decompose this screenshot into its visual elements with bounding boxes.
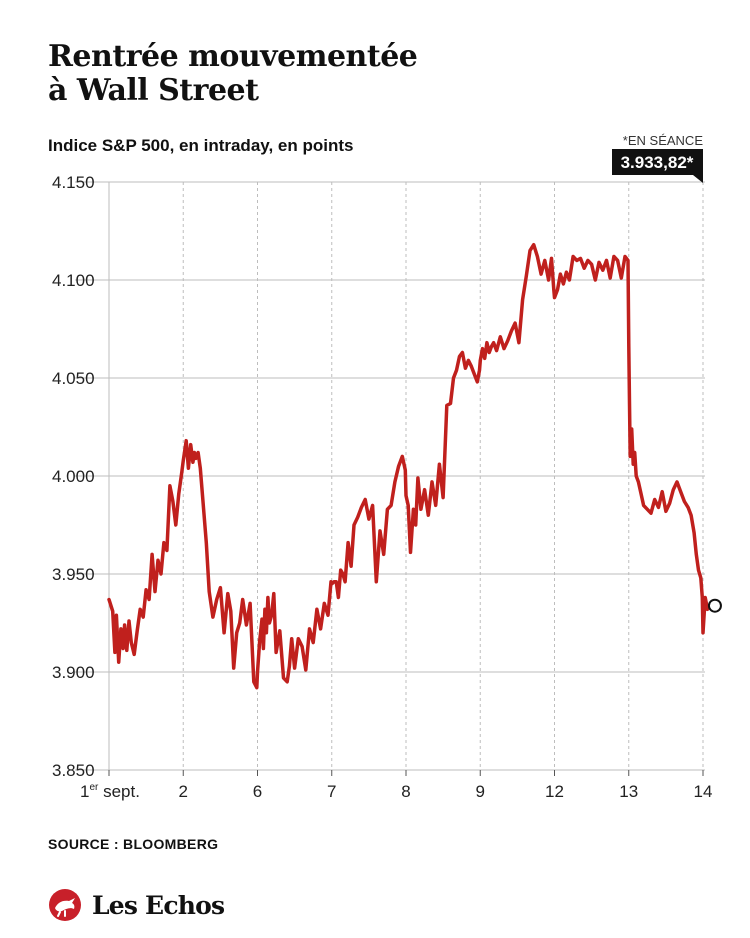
y-tick-label: 4.000 [52,467,95,486]
x-tick-label: 8 [401,782,410,801]
x-tick-label: 9 [476,782,485,801]
source-note: SOURCE : BLOOMBERG [48,836,219,852]
last-value-label: 3.933,82* [621,153,694,172]
brand-name: Les Echos [92,890,225,920]
x-tick-label: 1er sept. [80,782,140,801]
y-tick-label: 4.050 [52,369,95,388]
x-tick-label: 14 [694,782,713,801]
y-tick-label: 4.150 [52,173,95,192]
chart-title: Rentrée mouvementée à Wall Street [48,40,568,108]
last-value-callout-pointer [693,175,703,183]
y-tick-label: 3.900 [52,663,95,682]
y-tick-label: 3.850 [52,761,95,780]
last-value-marker [707,598,722,613]
chart-title-line1: Rentrée mouvementée [48,39,418,74]
x-tick-label: 13 [619,782,638,801]
sp500-series-line [107,242,711,690]
brand-logo: Les Echos [48,888,225,922]
x-tick-label: 2 [179,782,188,801]
x-tick-label: 7 [327,782,336,801]
chart-subtitle: Indice S&P 500, en intraday, en points [48,136,354,155]
line-chart: 3.850 3.900 3.950 4.000 4.050 4.100 4.150 1er s… [52,133,722,801]
x-tick-label: 6 [253,782,262,801]
last-value-callout-box [612,149,703,175]
chart-title-line2: à Wall Street [48,73,259,108]
y-tick-label: 4.100 [52,271,95,290]
y-tick-label: 3.950 [52,565,95,584]
x-tick-label: 12 [545,782,564,801]
les-echos-emblem-icon [49,889,81,921]
last-value-note: *EN SÉANCE [623,133,704,148]
